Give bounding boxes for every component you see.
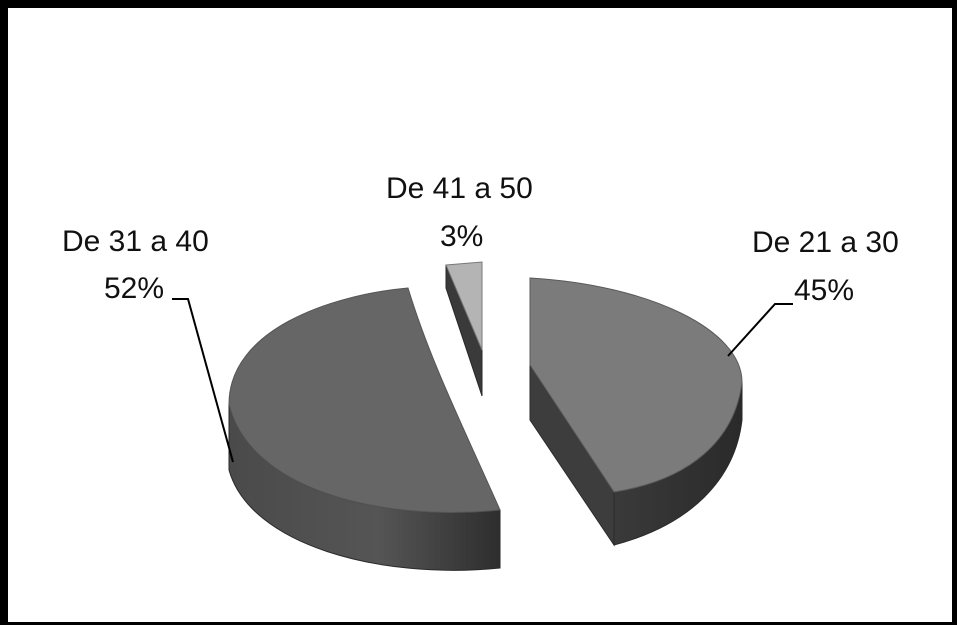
- slice-top: [228, 287, 501, 513]
- percent-de-41-a-50: 3%: [440, 220, 483, 253]
- percent-de-31-a-40: 52%: [104, 272, 164, 305]
- leader-line-de-21-a-30: [727, 303, 793, 357]
- label-de-31-a-40: De 31 a 40: [62, 225, 209, 258]
- slice-top: [529, 277, 743, 493]
- slice-de-31-a-40: [228, 287, 501, 571]
- slice-top: [445, 261, 483, 351]
- slice-de-21-a-30: [529, 277, 743, 547]
- percent-de-21-a-30: 45%: [794, 274, 854, 307]
- label-de-41-a-50: De 41 a 50: [386, 172, 533, 205]
- label-de-21-a-30: De 21 a 30: [752, 226, 899, 259]
- leader-line-de-31-a-40: [172, 298, 234, 463]
- slice-de-41-a-50: [445, 261, 483, 397]
